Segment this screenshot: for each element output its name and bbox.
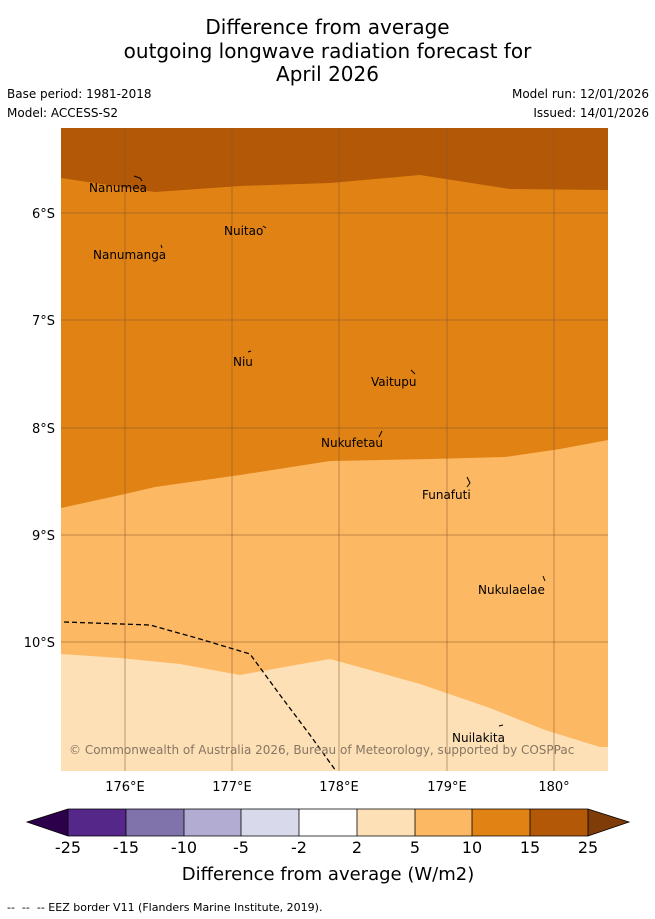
chart-title: Difference from average outgoing longwav… xyxy=(0,15,655,87)
place-label-nuilakita: Nuilakita xyxy=(452,731,505,745)
lon-label-176e: 176°E xyxy=(105,780,145,795)
island-nukufetau-outline xyxy=(378,430,383,438)
island-funafuti-outline xyxy=(466,476,471,488)
colorbar-segment-minus25-minus15 xyxy=(68,809,126,836)
lon-label-178e: 178°E xyxy=(319,780,359,795)
place-label-vaitupu: Vaitupu xyxy=(371,375,417,389)
base-period: Base period: 1981-2018 xyxy=(7,87,152,101)
lat-label-9s: 9°S xyxy=(32,529,55,544)
colorbar-tick: -15 xyxy=(113,838,139,857)
colorbar-segment-15-25 xyxy=(530,809,588,836)
eez-border-line xyxy=(63,621,337,771)
colorbar-tick: -25 xyxy=(55,838,81,857)
map-panel: Nanumea Nuitao Nanumanga Niu Vaitupu Nuk… xyxy=(61,128,608,771)
colorbar-tick: -5 xyxy=(233,838,249,857)
colorbar-segment-minus15-minus10 xyxy=(126,809,184,836)
colorbar-segment-below-minus25 xyxy=(27,809,68,836)
island-nuilakita-outline xyxy=(498,724,504,727)
title-line-2: outgoing longwave radiation forecast for xyxy=(123,38,532,63)
colorbar-segment-above-25 xyxy=(588,809,629,836)
place-label-nuitao: Nuitao xyxy=(224,224,263,238)
colorbar-tick: -2 xyxy=(291,838,307,857)
title-line-1: Difference from average xyxy=(205,15,450,39)
colorbar-tick: 10 xyxy=(462,838,482,857)
place-label-nanumanga: Nanumanga xyxy=(93,248,166,262)
colorbar-label: Difference from average (W/m2) xyxy=(182,864,474,885)
contour-band-15-25 xyxy=(61,128,608,192)
colorbar-tick: 25 xyxy=(578,838,598,857)
place-label-funafuti: Funafuti xyxy=(422,488,471,502)
contour-band-10-15 xyxy=(61,128,608,508)
colorbar-tick: 5 xyxy=(410,838,420,857)
colorbar-tick: 15 xyxy=(520,838,540,857)
colorbar-segment-minus5-minus2 xyxy=(241,809,299,836)
copyright-notice: © Commonwealth of Australia 2026, Bureau… xyxy=(69,743,574,757)
colorbar-tick-labels: -25 -15 -10 -5 -2 2 5 10 15 25 xyxy=(55,838,598,857)
gridlines xyxy=(61,128,608,771)
colorbar: -25 -15 -10 -5 -2 2 5 10 15 25 Differenc… xyxy=(25,808,631,885)
longitude-labels: 176°E 177°E 178°E 179°E 180° xyxy=(105,780,569,795)
latitude-labels: 6°S 7°S 8°S 9°S 10°S xyxy=(24,207,55,651)
island-nanumea-outline xyxy=(133,175,143,182)
colorbar-segment-minus2-2 xyxy=(299,809,357,836)
eez-legend: -- -- -- EEZ border V11 (Flanders Marine… xyxy=(7,901,322,914)
model-run: Model run: 12/01/2026 xyxy=(511,87,649,101)
place-label-niu: Niu xyxy=(233,355,253,369)
lon-label-179e: 179°E xyxy=(427,780,467,795)
island-vaitupu-outline xyxy=(410,369,416,375)
island-niu-outline xyxy=(247,350,252,353)
island-nanumanga-outline xyxy=(160,244,163,249)
island-nukulaelae-outline xyxy=(542,575,546,582)
colorbar-tick: 2 xyxy=(352,838,362,857)
place-label-nukufetau: Nukufetau xyxy=(321,436,383,450)
issued-date: Issued: 14/01/2026 xyxy=(533,106,649,120)
island-nuitao-outline xyxy=(262,225,267,229)
place-label-nukulaelae: Nukulaelae xyxy=(478,583,545,597)
lon-label-180: 180° xyxy=(538,780,569,795)
place-labels: Nanumea Nuitao Nanumanga Niu Vaitupu Nuk… xyxy=(89,181,545,745)
colorbar-segment-2-5 xyxy=(357,809,415,836)
title-line-3: April 2026 xyxy=(276,62,379,86)
lat-label-8s: 8°S xyxy=(32,422,55,437)
colorbar-tick: -10 xyxy=(171,838,197,857)
colorbar-segment-5-10 xyxy=(415,809,472,836)
lon-label-177e: 177°E xyxy=(212,780,252,795)
place-label-nanumea: Nanumea xyxy=(89,181,147,195)
colorbar-segment-minus10-minus5 xyxy=(184,809,241,836)
colorbar-segment-10-15 xyxy=(472,809,530,836)
lat-label-10s: 10°S xyxy=(24,636,55,651)
lat-label-7s: 7°S xyxy=(32,314,55,329)
island-outlines xyxy=(133,175,546,727)
lat-label-6s: 6°S xyxy=(32,207,55,222)
model-name: Model: ACCESS-S2 xyxy=(7,106,119,120)
